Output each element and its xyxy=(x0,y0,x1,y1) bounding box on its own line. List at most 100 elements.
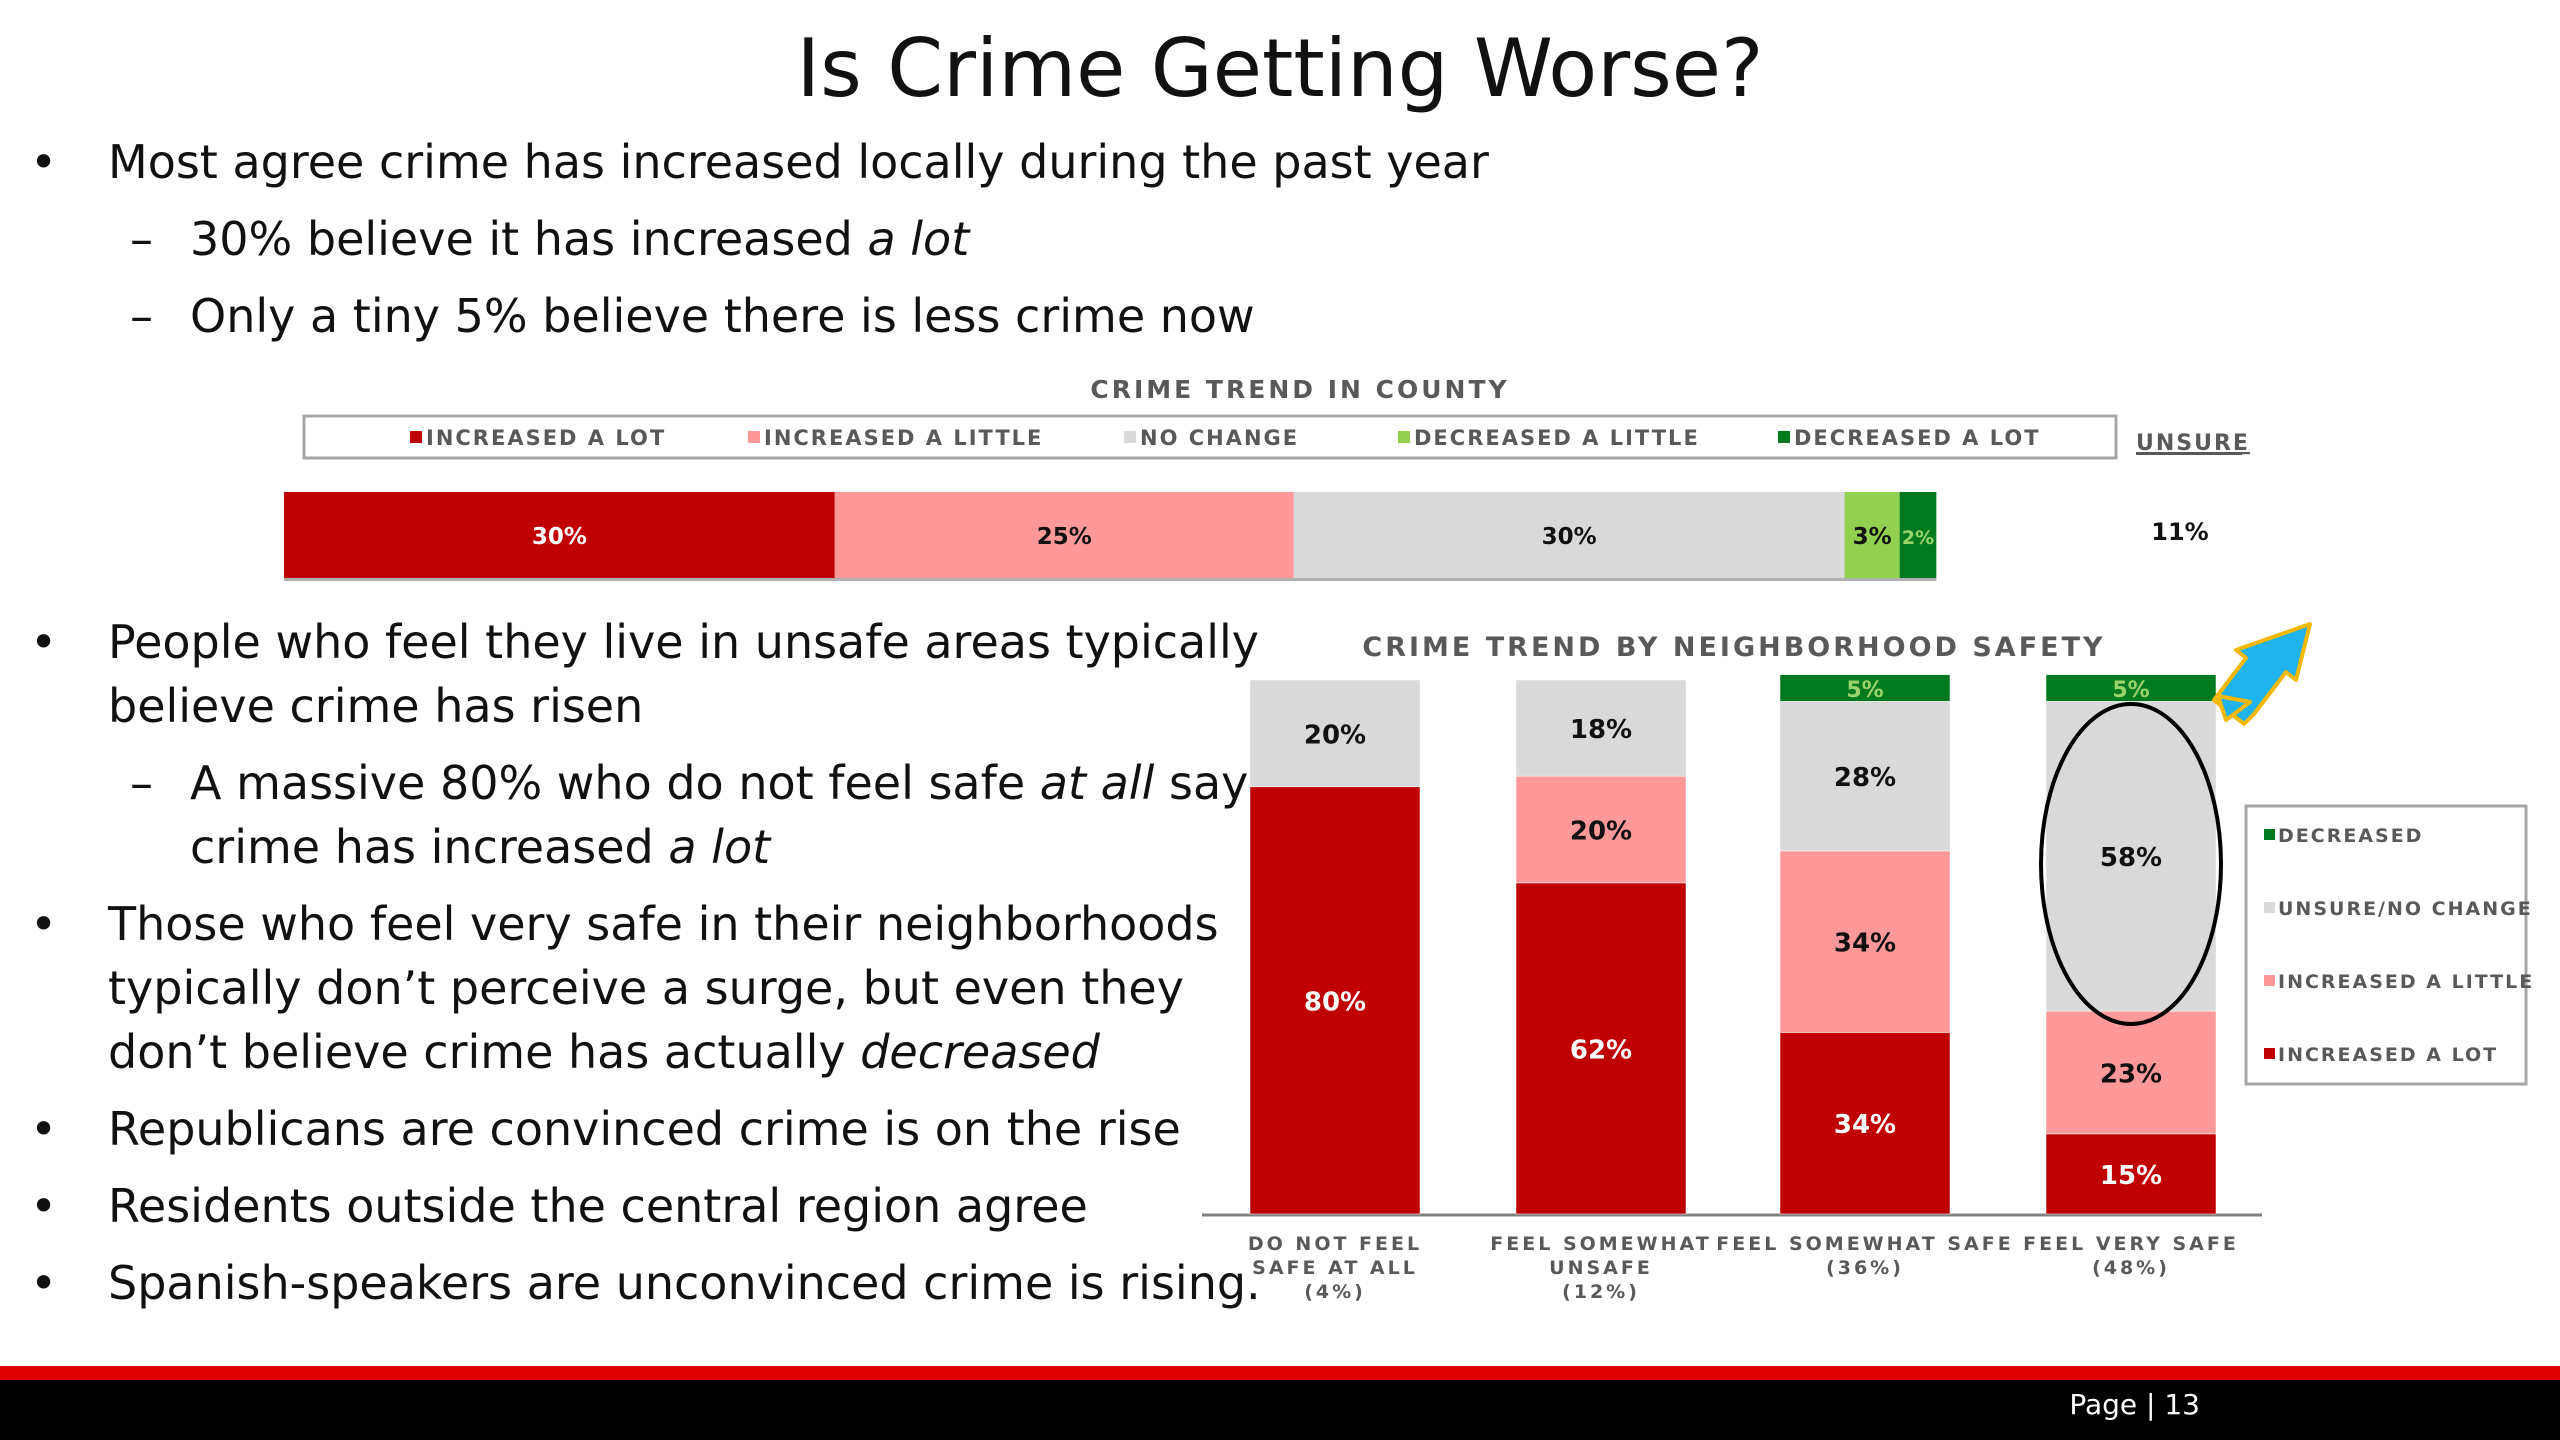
bullet-text: don’t believe crime has actually decreas… xyxy=(108,1025,1100,1079)
chart2-bar-segment xyxy=(2045,1133,2217,1215)
dash-marker: – xyxy=(130,289,153,343)
bullet-text: Residents outside the central region agr… xyxy=(108,1179,1088,1233)
crime-trend-county-chart: CRIME TREND IN COUNTY INCREASED A LOT INCR… xyxy=(284,375,2250,581)
page-number: Page | 13 xyxy=(2069,1388,2200,1421)
chart1-bar-shadow xyxy=(284,578,1937,581)
chart2-bar-segment xyxy=(1515,882,1687,1215)
chart2-highlight-oval xyxy=(2039,702,2223,1026)
chart2-data-label: 58% xyxy=(2100,843,2162,873)
chart2-category-label: (12%) xyxy=(1562,1281,1640,1303)
chart2-bar-segment xyxy=(1249,679,1421,788)
chart2-category-label: SAFE AT ALL xyxy=(1252,1257,1418,1279)
chart1-legend-label: INCREASED A LOT xyxy=(426,426,666,450)
chart1-bar-segment xyxy=(1293,492,1845,578)
chart2-title: CRIME TREND BY NEIGHBORHOOD SAFETY xyxy=(1362,632,2105,663)
chart2-data-label: 15% xyxy=(2100,1161,2162,1191)
chart2-arrow-icon xyxy=(2212,622,2312,726)
chart2-data-label: 5% xyxy=(2112,678,2149,703)
chart1-bar-segment xyxy=(284,492,835,578)
chart2-legend-label: INCREASED A LITTLE xyxy=(2278,971,2534,993)
chart1-legend-box xyxy=(302,414,2118,460)
chart1-legend-label: INCREASED A LITTLE xyxy=(764,426,1043,450)
chart1-title: CRIME TREND IN COUNTY xyxy=(1090,375,1509,404)
chart2-category-label: UNSAFE xyxy=(1549,1257,1653,1279)
bullet-text: Spanish-speakers are unconvinced crime i… xyxy=(108,1256,1261,1310)
chart2-legend-label: INCREASED A LOT xyxy=(2278,1044,2498,1066)
chart2-data-label: 28% xyxy=(1834,763,1896,793)
bullet-text: People who feel they live in unsafe area… xyxy=(108,615,1260,669)
chart1-data-label: 30% xyxy=(1542,524,1597,550)
chart1-bar-segment xyxy=(1844,492,1900,578)
chart2-legend-swatch xyxy=(2264,975,2275,986)
chart2-bar-segment xyxy=(1779,674,1951,702)
bullet-marker: • xyxy=(30,1102,58,1156)
chart1-bar-segment xyxy=(1899,492,1937,578)
chart1-data-label: 30% xyxy=(532,524,587,550)
chart2-data-label: 80% xyxy=(1304,987,1366,1017)
page-number-value: 13 xyxy=(2164,1388,2200,1421)
chart1-legend-label: NO CHANGE xyxy=(1140,426,1299,450)
chart2-bar-segment xyxy=(2045,701,2217,1012)
chart2-bar-segment xyxy=(1779,1032,1951,1215)
chart2-legend-box xyxy=(2244,804,2528,1086)
chart2-bar-segment xyxy=(2045,674,2217,702)
chart1-legend-label: DECREASED A LOT xyxy=(1794,426,2041,450)
chart2-category-label: (36%) xyxy=(1826,1257,1904,1279)
chart2-bar-segment xyxy=(1515,775,1687,884)
dash-marker: – xyxy=(130,212,153,266)
chart2-legend-swatch xyxy=(2264,902,2275,913)
chart2-data-label: 18% xyxy=(1570,715,1632,745)
chart1-bar-segment xyxy=(834,492,1294,578)
chart2-legend-label: DECREASED xyxy=(2278,825,2423,847)
chart1-legend-swatch xyxy=(1124,431,1136,443)
chart1-data-label: 3% xyxy=(1853,524,1892,550)
page-label: Page xyxy=(2069,1388,2138,1421)
chart2-category-label: FEEL VERY SAFE xyxy=(2023,1233,2239,1255)
chart2-data-label: 20% xyxy=(1570,817,1632,847)
chart1-data-label: 25% xyxy=(1037,524,1092,550)
chart2-bar-segment xyxy=(2045,1010,2217,1135)
chart1-legend-swatch xyxy=(748,431,760,443)
chart2-data-label: 5% xyxy=(1846,678,1883,703)
chart2-category-label: FEEL SOMEWHAT xyxy=(1490,1233,1711,1255)
bullet-text: 30% believe it has increased a lot xyxy=(190,212,970,266)
bullet-marker: • xyxy=(30,615,58,669)
chart1-unsure-label: UNSURE xyxy=(2136,431,2250,456)
chart2-data-label: 34% xyxy=(1834,1110,1896,1140)
footer-red-stripe xyxy=(0,1366,2560,1380)
chart1-data-label: 2% xyxy=(1902,527,1934,549)
bullet-marker: • xyxy=(30,1256,58,1310)
chart2-legend-swatch xyxy=(2264,1048,2275,1059)
chart2-bar-segment xyxy=(1515,679,1687,777)
chart1-legend-swatch xyxy=(410,431,422,443)
bullet-text: typically don’t perceive a surge, but ev… xyxy=(108,961,1184,1015)
chart1-legend-swatch xyxy=(1778,431,1790,443)
bullet-marker: • xyxy=(30,135,58,189)
bullet-text: A massive 80% who do not feel safe at al… xyxy=(190,756,1249,810)
bullet-text: crime has increased a lot xyxy=(190,820,771,874)
chart2-category-label: (4%) xyxy=(1304,1281,1366,1303)
footer-bar xyxy=(0,1380,2560,1440)
chart1-unsure-value: 11% xyxy=(2151,518,2208,546)
chart2-data-label: 34% xyxy=(1834,929,1896,959)
chart1-legend-label: DECREASED A LITTLE xyxy=(1414,426,1700,450)
chart2-category-label: DO NOT FEEL xyxy=(1248,1233,1422,1255)
bullet-text: Those who feel very safe in their neighb… xyxy=(108,897,1219,951)
chart2-legend-label: UNSURE/NO CHANGE xyxy=(2278,898,2533,920)
chart2-data-label: 23% xyxy=(2100,1059,2162,1089)
chart2-bar-segment xyxy=(1779,850,1951,1033)
bullet-text: Republicans are convinced crime is on th… xyxy=(108,1102,1181,1156)
chart1-legend-swatch xyxy=(1398,431,1410,443)
slide-title: Is Crime Getting Worse? xyxy=(796,22,1764,115)
page-separator: | xyxy=(2146,1388,2156,1421)
bullet-marker: • xyxy=(30,897,58,951)
chart2-legend-swatch xyxy=(2264,829,2275,840)
bullet-marker: • xyxy=(30,1179,58,1233)
chart2-data-label: 62% xyxy=(1570,1035,1632,1065)
chart2-bar-segment xyxy=(1249,786,1421,1215)
bullet-text: Only a tiny 5% believe there is less cri… xyxy=(190,289,1255,343)
dash-marker: – xyxy=(130,756,153,810)
bullet-text: believe crime has risen xyxy=(108,679,644,733)
chart2-data-label: 20% xyxy=(1304,720,1366,750)
crime-trend-neighborhood-chart: CRIME TREND BY NEIGHBORHOOD SAFETY 80% 20%… xyxy=(1202,622,2534,1303)
